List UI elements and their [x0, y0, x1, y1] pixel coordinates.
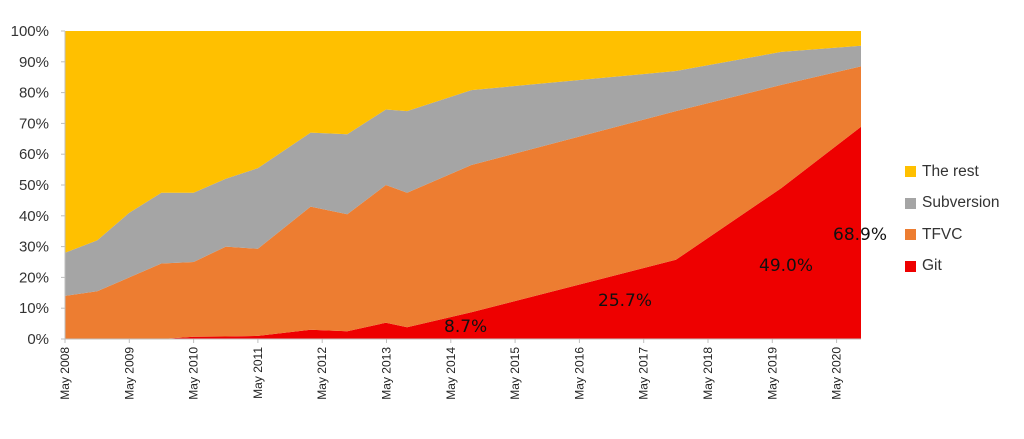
x-tick-label: May 2020 — [830, 347, 844, 400]
area-tfvc — [65, 66, 861, 340]
x-tick-label: May 2017 — [637, 347, 651, 400]
legend-swatch-subversion — [905, 197, 916, 209]
x-tick-label: May 2015 — [508, 347, 522, 400]
y-tick-label: 70% — [19, 115, 49, 132]
legend-swatch-the-rest — [905, 166, 916, 178]
y-tick-label: 60% — [19, 146, 49, 163]
y-axis-ticks: 0% 10% 20% 30% 40% 50% 60% 70% 80% 90% 100% — [11, 23, 65, 348]
data-label-git-2019: 49.0% — [759, 256, 813, 276]
x-tick-label: May 2018 — [701, 347, 715, 400]
legend-swatch-tfvc — [905, 229, 916, 241]
y-tick-label: 40% — [19, 208, 49, 225]
y-tick-label: 20% — [19, 269, 49, 286]
y-tick-label: 10% — [19, 300, 49, 317]
legend-label-subversion: Subversion — [922, 194, 1000, 212]
x-tick-label: May 2012 — [315, 347, 329, 400]
x-axis-ticks: May 2008 May 2009 May 2010 May 2011 May 2012… — [58, 339, 844, 400]
area-subversion — [65, 45, 861, 296]
legend-item-subversion: Subversion — [905, 188, 1000, 220]
area-git — [65, 126, 861, 339]
x-tick-label: May 2011 — [251, 347, 265, 399]
plot-area — [65, 31, 861, 340]
y-tick-label: 90% — [19, 54, 49, 71]
area-the-rest — [65, 31, 861, 253]
y-tick-label: 100% — [11, 23, 49, 40]
legend-label-the-rest: The rest — [922, 162, 979, 180]
legend-label-tfvc: TFVC — [922, 225, 963, 243]
y-tick-label: 30% — [19, 239, 49, 256]
legend-item-tfvc: TFVC — [905, 219, 1000, 251]
legend-item-git: Git — [905, 251, 1000, 283]
legend: The rest Subversion TFVC Git — [905, 156, 1000, 282]
x-tick-label: May 2019 — [765, 347, 779, 400]
x-tick-label: May 2010 — [187, 347, 201, 400]
x-tick-label: May 2008 — [58, 347, 72, 400]
legend-label-git: Git — [922, 257, 942, 275]
x-tick-label: May 2013 — [380, 347, 394, 400]
x-tick-label: May 2009 — [122, 347, 136, 400]
y-tick-label: 0% — [27, 331, 49, 348]
data-label-git-2020: 68.9% — [833, 225, 887, 245]
x-tick-label: May 2014 — [444, 347, 458, 400]
legend-swatch-git — [905, 260, 916, 272]
legend-item-the-rest: The rest — [905, 156, 1000, 188]
x-tick-label: May 2016 — [572, 347, 586, 400]
data-label-git-2014: 8.7% — [444, 317, 487, 337]
y-tick-label: 80% — [19, 85, 49, 102]
y-tick-label: 50% — [19, 177, 49, 194]
data-label-git-2017: 25.7% — [598, 291, 652, 311]
